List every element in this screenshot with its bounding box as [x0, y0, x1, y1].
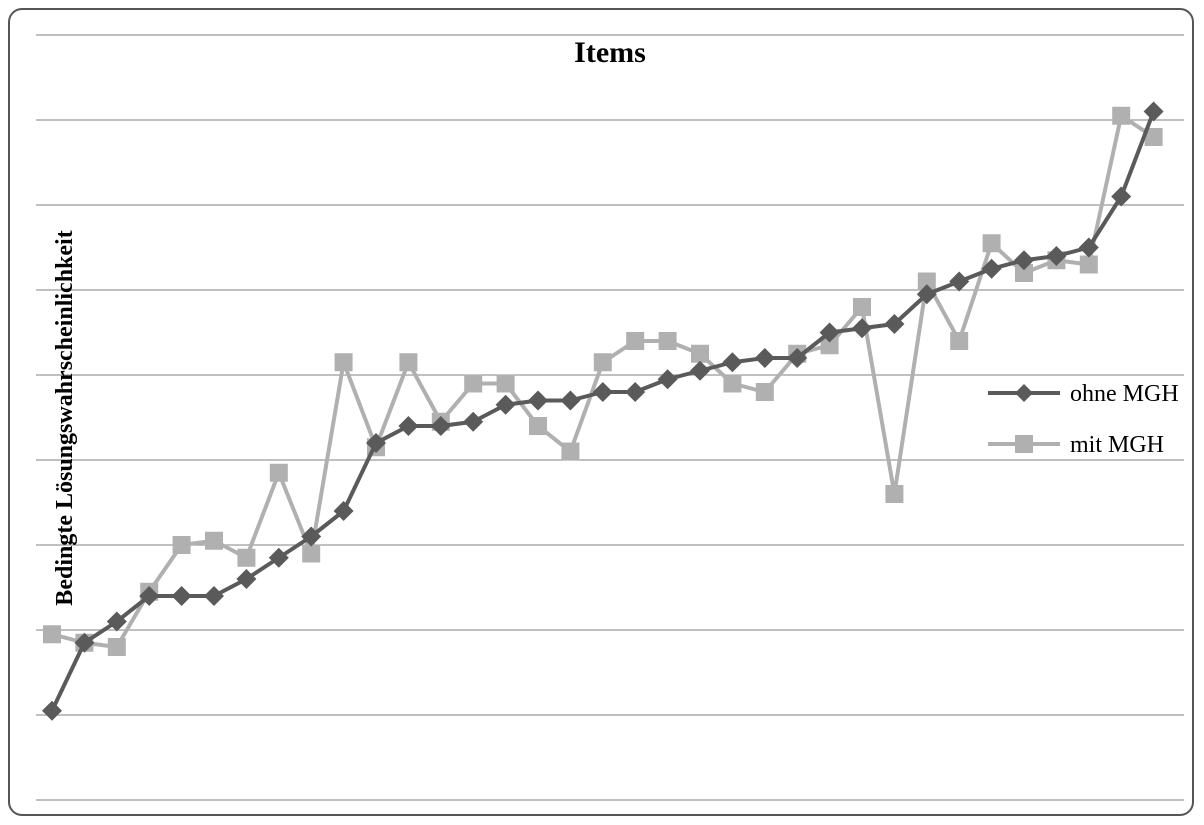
data-point-mit-mgh-19 [626, 332, 645, 350]
data-point-mit-mgh-27 [885, 485, 904, 503]
data-point-mit-mgh-12 [399, 353, 418, 372]
data-point-ohne-mgh-17 [560, 390, 581, 411]
data-point-ohne-mgh-18 [592, 382, 613, 402]
data-point-ohne-mgh-31 [1014, 250, 1034, 271]
data-point-mit-mgh-6 [205, 531, 223, 550]
data-point-mit-mgh-8 [269, 463, 288, 482]
legend-marker-mit-mgh [1015, 435, 1033, 453]
data-point-mit-mgh-15 [496, 374, 515, 393]
data-point-ohne-mgh-3 [106, 611, 127, 632]
data-point-ohne-mgh-30 [981, 258, 1002, 279]
data-point-mit-mgh-17 [561, 442, 580, 461]
data-point-mit-mgh-20 [658, 332, 677, 350]
data-point-ohne-mgh-35 [1143, 101, 1164, 122]
data-point-mit-mgh-23 [755, 383, 774, 401]
series-line-ohne-mgh [50, 110, 1156, 712]
data-point-mit-mgh-14 [464, 374, 483, 393]
data-point-mit-mgh-10 [334, 353, 353, 372]
data-point-mit-mgh-16 [529, 417, 547, 435]
data-point-ohne-mgh-25 [819, 322, 840, 343]
data-point-mit-mgh-21 [691, 344, 709, 363]
data-point-ohne-mgh-10 [333, 501, 354, 521]
data-point-ohne-mgh-1 [42, 700, 62, 721]
data-point-ohne-mgh-28 [916, 284, 937, 305]
data-point-ohne-mgh-12 [398, 416, 419, 436]
legend-label-ohne-mgh: ohne MGH [1070, 381, 1179, 407]
legend-marker-ohne-mgh [1015, 384, 1033, 402]
data-point-ohne-mgh-32 [1046, 246, 1067, 266]
data-point-ohne-mgh-11 [366, 433, 386, 453]
data-point-ohne-mgh-6 [204, 586, 224, 606]
chart-title: Items [574, 36, 646, 69]
y-axis-label: Bedingte Lösungswahrscheinlichkeit [52, 230, 78, 605]
data-point-mit-mgh-7 [237, 548, 256, 567]
data-point-ohne-mgh-22 [722, 352, 743, 373]
series-ohne-mgh [42, 101, 1164, 721]
chart-frame [8, 8, 1194, 816]
data-point-mit-mgh-3 [107, 638, 126, 656]
data-point-ohne-mgh-29 [949, 271, 970, 292]
gridlines [36, 34, 1184, 801]
data-point-ohne-mgh-19 [625, 382, 646, 402]
data-point-ohne-mgh-26 [852, 318, 872, 339]
data-point-ohne-mgh-7 [236, 569, 257, 589]
data-point-mit-mgh-9 [302, 544, 321, 563]
data-point-mit-mgh-25 [820, 336, 839, 355]
data-point-ohne-mgh-23 [754, 348, 775, 368]
series-layer [42, 101, 1164, 721]
data-point-mit-mgh-18 [593, 353, 612, 372]
data-point-ohne-mgh-4 [139, 586, 160, 606]
data-point-mit-mgh-31 [1015, 264, 1033, 282]
data-point-ohne-mgh-24 [787, 348, 808, 368]
data-point-mit-mgh-35 [1144, 128, 1163, 146]
data-point-ohne-mgh-34 [1111, 186, 1132, 207]
data-point-mit-mgh-33 [1079, 255, 1098, 274]
data-point-ohne-mgh-27 [884, 314, 905, 334]
data-point-ohne-mgh-15 [495, 394, 516, 415]
data-point-ohne-mgh-33 [1078, 237, 1099, 258]
data-point-ohne-mgh-20 [657, 369, 678, 390]
series-mit-mgh [43, 106, 1163, 656]
data-point-mit-mgh-34 [1112, 106, 1131, 125]
data-point-mit-mgh-22 [723, 374, 742, 393]
data-point-ohne-mgh-8 [268, 547, 289, 568]
data-point-ohne-mgh-13 [430, 416, 451, 436]
data-point-ohne-mgh-9 [301, 526, 322, 547]
data-point-mit-mgh-5 [172, 536, 191, 554]
data-point-mit-mgh-29 [950, 332, 969, 350]
data-point-mit-mgh-26 [853, 298, 871, 316]
data-point-mit-mgh-30 [982, 234, 1001, 253]
data-point-ohne-mgh-14 [463, 411, 484, 432]
data-point-ohne-mgh-21 [690, 360, 710, 381]
data-point-mit-mgh-1 [43, 625, 61, 644]
series-line-mit-mgh [51, 113, 1155, 649]
data-point-mit-mgh-28 [917, 272, 936, 291]
data-point-ohne-mgh-5 [171, 586, 192, 606]
legend-label-mit-mgh: mit MGH [1070, 432, 1164, 458]
data-point-ohne-mgh-16 [528, 390, 548, 411]
legend: ohne MGH mit MGH [988, 381, 1179, 458]
data-point-ohne-mgh-2 [74, 632, 95, 653]
